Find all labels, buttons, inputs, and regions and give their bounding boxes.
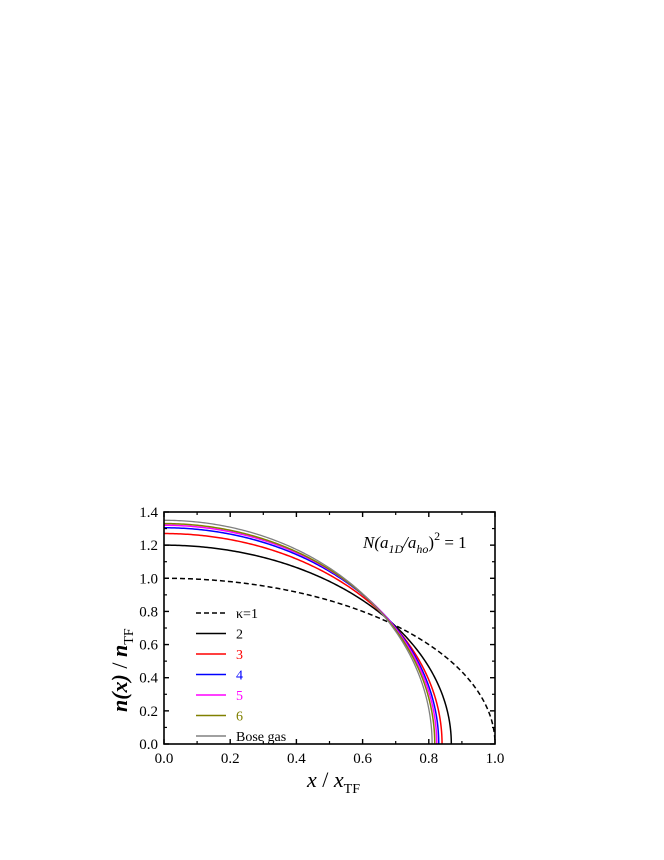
series-curves [164,519,495,744]
axis-ticks: 0.0 0.2 0.4 0.6 0.8 1.0 0.0 0.2 0.4 0.6 0.8 1.0 1.2 1… [139,505,504,767]
legend-label: 6 [236,710,243,725]
legend-label: κ=1 [236,607,258,622]
x-tick-label: 0.6 [353,751,372,767]
y-tick-label: 1.0 [139,571,158,587]
series-line [164,524,438,744]
x-tick-label: 0.2 [221,751,240,767]
x-tick-label: 0.8 [419,751,438,767]
legend-label: 4 [236,669,243,684]
legend-label: 5 [236,689,243,704]
x-tick-label: 1.0 [486,751,505,767]
series-line [164,544,453,744]
x-tick-label: 0.0 [155,751,174,767]
y-tick-label: 0.2 [139,704,158,720]
series-line [164,519,433,744]
x-tick-label: 0.4 [287,751,306,767]
y-tick-label: 1.4 [139,505,158,521]
y-tick-label: 0.8 [139,604,158,620]
legend-label: 2 [236,628,243,643]
series-line [164,577,495,744]
annotation: N(a1D/aho)2 = 1 [362,529,467,556]
y-tick-label: 0.6 [139,638,158,654]
series-line [164,526,440,744]
y-axis-label: n(x) / nTF [107,628,137,712]
y-tick-label: 1.2 [139,538,158,554]
y-tick-label: 0.0 [139,737,158,753]
series-line [164,532,443,744]
x-axis-label: x / xTF [306,767,360,797]
legend: κ=1 2 3 4 5 6 Bose gas [196,607,286,745]
legend-label: Bose gas [236,730,286,745]
legend-label: 3 [236,648,243,663]
y-tick-label: 0.4 [139,671,158,687]
